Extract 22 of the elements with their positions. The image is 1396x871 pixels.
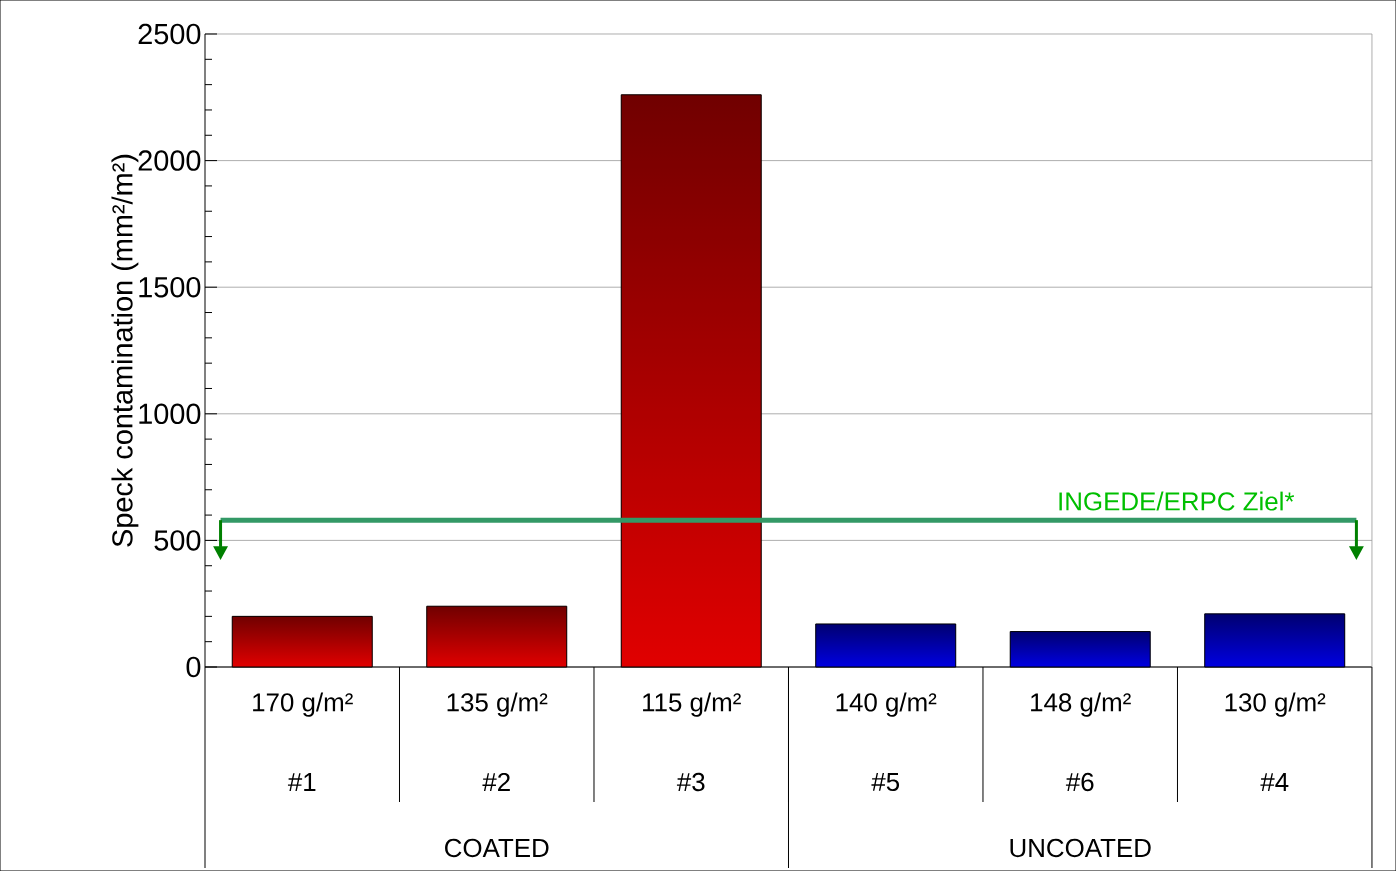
text: #3 [676,772,705,792]
y-tick-label: 0 [186,656,201,678]
y-tick-label: 2500 [138,23,201,45]
x-tick-label: 135 g/m² [447,692,548,717]
x-tick-label: 148 g/m² [1031,692,1131,717]
text: UNCOATED [1010,838,1151,858]
text: #4 [1260,773,1289,791]
y-tick-label: 2000 [138,150,201,171]
x-tick-label: 170 g/m² [253,692,353,717]
x-tick-label: 115 g/m² [643,692,741,717]
text: #5 [871,772,900,792]
y-axis-title: Speck contamination (mm²/m²) [111,154,139,547]
text: COATED [445,838,549,858]
text: #2 [482,772,510,792]
y-tick-label: 1500 [139,276,201,298]
text: #1 [287,773,316,791]
ref-line-label: INGEDE/ERPC Ziel* [1059,491,1295,511]
text: #6 [1065,772,1094,792]
y-tick-label: 500 [154,530,201,551]
x-tick-label: 130 g/m² [1225,692,1326,717]
y-tick-label: 1000 [139,403,201,425]
x-tick-label: 140 g/m² [836,692,937,717]
